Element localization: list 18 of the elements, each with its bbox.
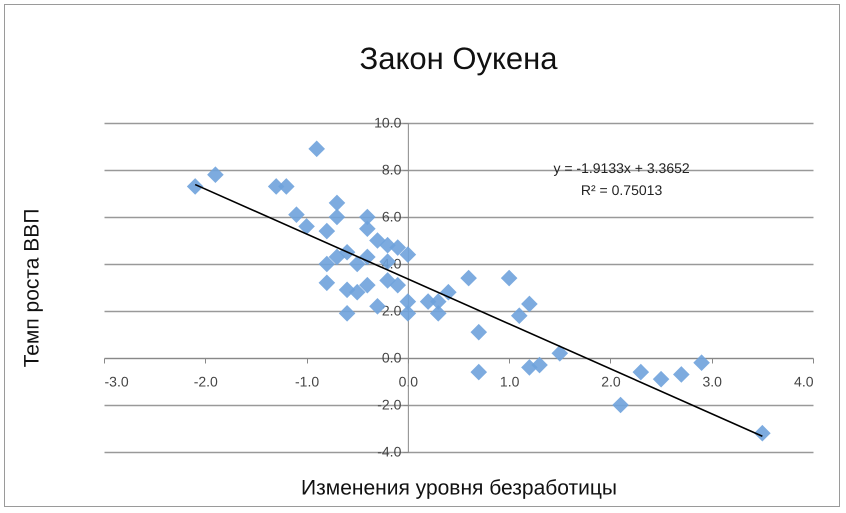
chart-title: Закон Оукена: [360, 41, 558, 76]
annotation: y = -1.9133x + 3.3652: [553, 160, 690, 176]
y-tick-label: -2.0: [377, 396, 402, 412]
y-tick-label: 8.0: [382, 162, 402, 178]
x-axis-title: Изменения уровня безработицы: [301, 476, 617, 500]
x-tick-label: 1.0: [500, 374, 520, 390]
x-tick-label: -2.0: [194, 374, 218, 390]
y-tick-label: 6.0: [382, 208, 402, 224]
x-tick-label: -1.0: [295, 374, 320, 390]
x-tick-label: -3.0: [104, 374, 129, 390]
x-tick-label: 3.0: [702, 374, 722, 390]
x-tick-label: 4.0: [794, 374, 814, 390]
y-axis-title: Темп роста ВВП: [20, 208, 44, 368]
y-tick-label: 10.0: [374, 114, 402, 130]
x-tick-label: 2.0: [601, 374, 621, 390]
y-tick-label: 2.0: [382, 302, 402, 318]
y-tick-label: -4.0: [377, 444, 402, 460]
annotation: R² = 0.75013: [580, 182, 662, 198]
